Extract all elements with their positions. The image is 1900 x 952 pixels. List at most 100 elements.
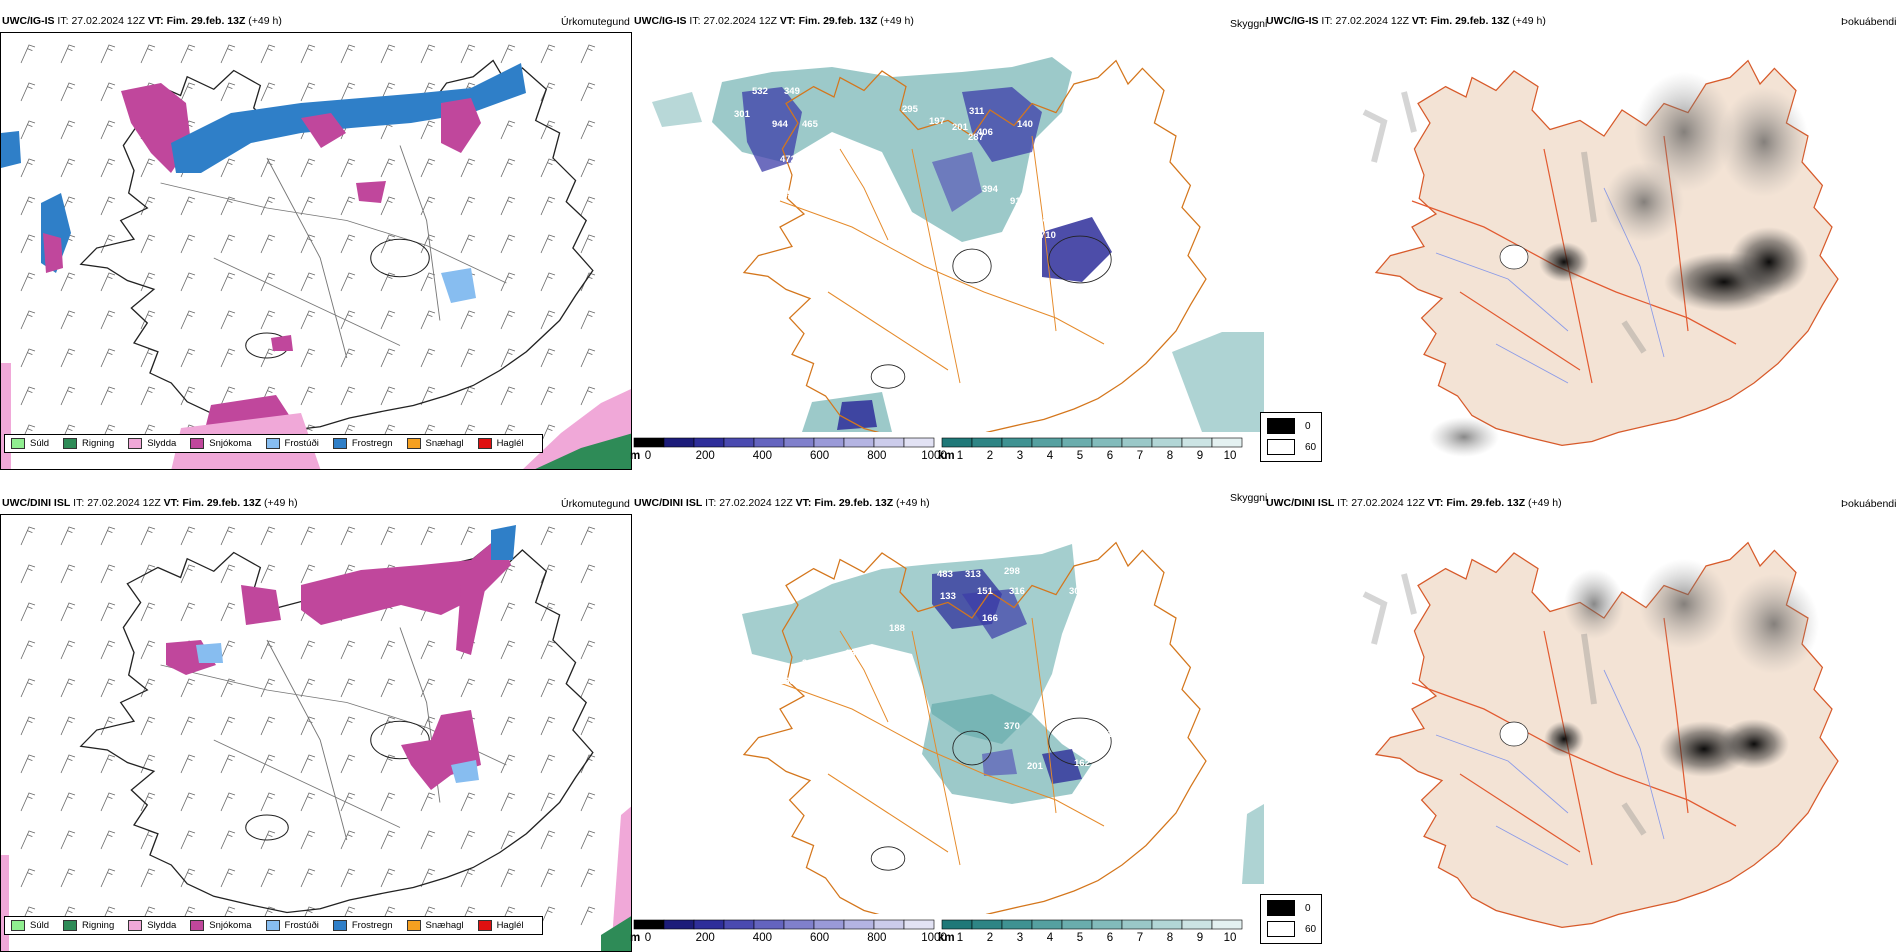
wind-barb [540, 754, 556, 774]
scale-swatch [1061, 919, 1093, 930]
wind-barb [340, 386, 356, 406]
cloudbase-value-label: 532 [752, 86, 768, 97]
wind-barb [100, 310, 116, 330]
cloudbase-value-label: 311 [969, 106, 985, 117]
fog-title: Þokuábendi [1841, 498, 1897, 510]
wind-barb [580, 196, 596, 216]
wind-barb [140, 678, 156, 698]
cloudbase-value-label: 168 [1107, 729, 1123, 740]
wind-barb [100, 348, 116, 368]
cloudbase-value-label: 298 [1004, 566, 1020, 577]
wind-barb [20, 82, 36, 102]
wind-barb [500, 348, 516, 368]
wind-barb [300, 792, 316, 812]
wind-barb [220, 348, 236, 368]
wind-barb [260, 196, 276, 216]
cloud-title: Skyggni [1230, 492, 1268, 504]
cloudbase-value-label: 301 [734, 109, 751, 120]
wind-barb [140, 716, 156, 736]
wind-barb [380, 830, 396, 850]
precip-panel-row1: UWC/IG-IS IT: 27.02.2024 12Z VT: Fim. 29… [0, 10, 632, 470]
scale-swatch [753, 919, 785, 930]
wind-barb [180, 386, 196, 406]
wind-barb [340, 716, 356, 736]
cloudbase-value-label: 166 [982, 613, 998, 624]
cloudbase-scale: m 0 200 400 600 800 1000 [630, 436, 947, 462]
wind-barb [260, 44, 276, 64]
cloudbase-value-label: 944 [772, 119, 789, 130]
cloudbase-value-label: 133 [940, 591, 956, 602]
scale-swatch [1211, 437, 1243, 448]
wind-barb [220, 526, 236, 546]
wind-barb [420, 348, 436, 368]
scale-swatch [1151, 919, 1183, 930]
scale-tick-label: 600 [810, 450, 830, 462]
wind-barb [20, 868, 36, 888]
wind-barb [540, 678, 556, 698]
cloudbase-value-label: 16 [845, 648, 856, 659]
wind-barb [460, 830, 476, 850]
fog-title: Þokuábendi [1841, 16, 1897, 28]
wind-barb [20, 310, 36, 330]
wind-barb [220, 82, 236, 102]
cloud-title: Skyggni [1230, 18, 1268, 30]
wind-barb [180, 234, 196, 254]
wind-barb [580, 602, 596, 622]
wind-barb [380, 348, 396, 368]
wind-barb [580, 906, 596, 926]
scale-tick-label: 10 [1223, 450, 1237, 462]
wind-barb [60, 386, 76, 406]
wind-barb [300, 386, 316, 406]
cloudbase-value-label: 201 [952, 122, 969, 133]
scale-tick-label: 9 [1196, 932, 1204, 944]
wind-barb [340, 158, 356, 178]
fog-panel-row1: UWC/IG-IS IT: 27.02.2024 12Z VT: Fim. 29… [1260, 10, 1900, 462]
wind-barb [220, 678, 236, 698]
wind-barb [60, 830, 76, 850]
wind-barb [500, 120, 516, 140]
wind-barb [340, 272, 356, 292]
wind-barb [260, 564, 276, 584]
scale-swatch [1091, 437, 1123, 448]
scale-tick-label: 7 [1136, 450, 1144, 462]
wind-barb [60, 82, 76, 102]
wind-barb [540, 602, 556, 622]
wind-barb [20, 120, 36, 140]
wind-barb [580, 678, 596, 698]
wind-barb [580, 272, 596, 292]
wind-barb [220, 792, 236, 812]
wind-barb [500, 868, 516, 888]
scale-swatch [1151, 437, 1183, 448]
wind-barb [100, 120, 116, 140]
wind-barb [380, 386, 396, 406]
wind-barb [140, 602, 156, 622]
legend-item-haglel: Haglél [477, 920, 524, 931]
wind-barb [260, 310, 276, 330]
wind-barb [420, 44, 436, 64]
cloudbase-value-label: 188 [889, 623, 905, 634]
scale-swatch [813, 437, 845, 448]
scale-swatch [1061, 437, 1093, 448]
wind-barb [180, 348, 196, 368]
scale-tick-label: 1 [956, 932, 964, 944]
wind-barb [540, 44, 556, 64]
cloudbase-value-label: 254 [782, 189, 799, 200]
wind-barb [100, 158, 116, 178]
scale-swatch [1181, 437, 1213, 448]
wind-barb [580, 386, 596, 406]
wind-barb [580, 310, 596, 330]
wind-barb [420, 120, 436, 140]
precip-title: Úrkomutegund [561, 16, 630, 28]
scale-swatch [693, 919, 725, 930]
wind-barb [100, 196, 116, 216]
legend-item-slydda: Slydda [128, 920, 176, 931]
scale-tick-label: 8 [1166, 450, 1174, 462]
wind-barb [60, 120, 76, 140]
wind-barb [420, 792, 436, 812]
wind-barb [180, 678, 196, 698]
cloudbase-value-label: 472 [780, 154, 796, 165]
cloudbase-value-label: 140 [1017, 119, 1033, 130]
cloudbase-value-label: 162 [887, 254, 903, 265]
wind-barb [140, 234, 156, 254]
